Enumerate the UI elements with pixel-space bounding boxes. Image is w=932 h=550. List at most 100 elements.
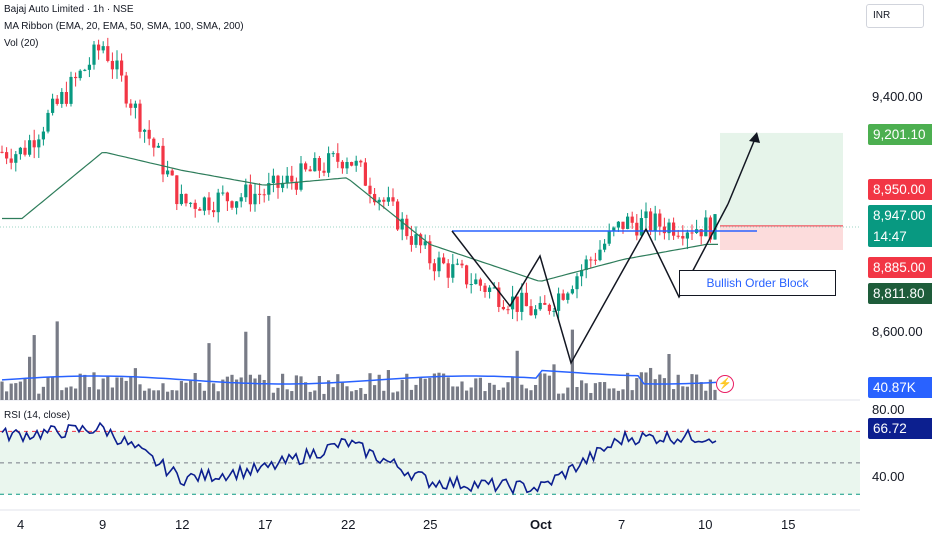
candle-body — [221, 192, 225, 194]
candle-body — [653, 213, 657, 231]
candle-body — [419, 234, 423, 246]
candle-body — [391, 197, 395, 202]
volume-bar — [695, 374, 699, 400]
volume-bar — [566, 387, 570, 400]
candle-body — [166, 170, 170, 175]
candle-body — [5, 152, 9, 159]
candle-body — [658, 213, 662, 227]
volume-bar — [699, 382, 703, 400]
currency-selector[interactable]: INR — [866, 4, 924, 28]
volume-bar — [437, 372, 441, 400]
candle-body — [271, 175, 275, 184]
volume-bar — [432, 373, 436, 400]
candle-body — [552, 310, 556, 312]
candle-body — [630, 216, 634, 223]
x-label-12: 12 — [175, 517, 190, 532]
candle-body — [74, 76, 78, 79]
volume-bar — [672, 389, 676, 400]
volume-bar — [713, 389, 717, 400]
candle-body — [428, 241, 432, 264]
chart-title: Bajaj Auto Limited · 1h · NSE — [4, 4, 134, 15]
candle-body — [327, 153, 331, 173]
candle-body — [639, 218, 643, 236]
volume-bar — [18, 381, 22, 400]
volume-bar — [409, 389, 413, 400]
target-price-badge: 9,201.10 — [868, 124, 932, 145]
candle-body — [9, 158, 13, 163]
volume-bar — [74, 388, 78, 400]
volume-bar — [419, 377, 423, 400]
volume-bar — [575, 387, 579, 400]
rsi-legend[interactable]: RSI (14, close) — [4, 410, 71, 421]
candle-body — [354, 160, 358, 166]
candle-body — [350, 162, 354, 166]
volume-bar — [621, 389, 625, 400]
volume-bar — [662, 378, 666, 400]
candle-body — [345, 162, 349, 169]
candle-body — [524, 292, 528, 307]
volume-bar — [359, 388, 363, 400]
volume-bar — [198, 382, 202, 400]
volume-bar — [235, 379, 239, 400]
candle-body — [308, 169, 312, 172]
volume-bar — [547, 375, 551, 400]
candle-body — [506, 309, 510, 311]
volume-bar — [308, 391, 312, 400]
volume-bar — [363, 393, 367, 400]
candle-body — [409, 236, 413, 245]
candle-body — [156, 145, 160, 148]
volume-bar — [340, 382, 344, 400]
volume-bar — [299, 376, 303, 400]
candle-body — [377, 199, 381, 203]
candle-body — [106, 46, 110, 61]
candle-body — [281, 182, 285, 188]
ma-ribbon-legend[interactable]: MA Ribbon (EMA, 20, EMA, 50, SMA, 100, S… — [4, 21, 244, 32]
candle-body — [474, 279, 478, 285]
countdown: 14:47 — [873, 229, 907, 244]
volume-bar — [345, 386, 349, 400]
volume-bar — [258, 374, 262, 400]
volume-bar — [690, 374, 694, 400]
volume-bar — [152, 390, 156, 400]
candle-body — [483, 285, 487, 292]
candle-body — [290, 175, 294, 182]
candle-body — [161, 145, 165, 175]
volume-bar — [143, 390, 147, 400]
volume-bar — [41, 386, 45, 400]
volume-bar — [225, 376, 229, 400]
candle-body — [51, 98, 55, 113]
volume-bar — [676, 374, 680, 400]
volume-bar — [644, 372, 648, 400]
volume-bar — [327, 380, 331, 400]
volume-bar — [478, 377, 482, 400]
candle-body — [566, 293, 570, 300]
volume-bar — [350, 391, 354, 400]
candle-body — [359, 160, 363, 163]
volume-bar — [626, 372, 630, 400]
volume-bar — [529, 390, 533, 400]
volume-bar — [639, 372, 643, 400]
price-tick-bottom: 8,600.00 — [872, 324, 923, 339]
candle-body — [557, 293, 561, 311]
volume-badge: 40.87K — [868, 377, 932, 398]
candle-body — [451, 264, 455, 278]
lightning-icon[interactable]: ⚡ — [716, 375, 734, 393]
candle-body — [635, 222, 639, 236]
candle-body — [699, 229, 703, 237]
volume-bar — [133, 368, 137, 400]
bullish-order-block-label[interactable]: Bullish Order Block — [679, 270, 836, 296]
candle-body — [529, 306, 533, 316]
volume-legend[interactable]: Vol (20) — [4, 38, 39, 49]
ma-ribbon-line — [2, 151, 718, 282]
volume-bar — [184, 382, 188, 400]
candle-body — [235, 201, 239, 208]
volume-bar — [570, 329, 574, 400]
candle-body — [469, 284, 473, 286]
candle-body — [239, 197, 243, 202]
candle-body — [626, 216, 630, 229]
volume-bar — [524, 388, 528, 400]
stop-zone — [720, 225, 843, 250]
candle-body — [294, 181, 298, 190]
volume-bar — [497, 389, 501, 400]
